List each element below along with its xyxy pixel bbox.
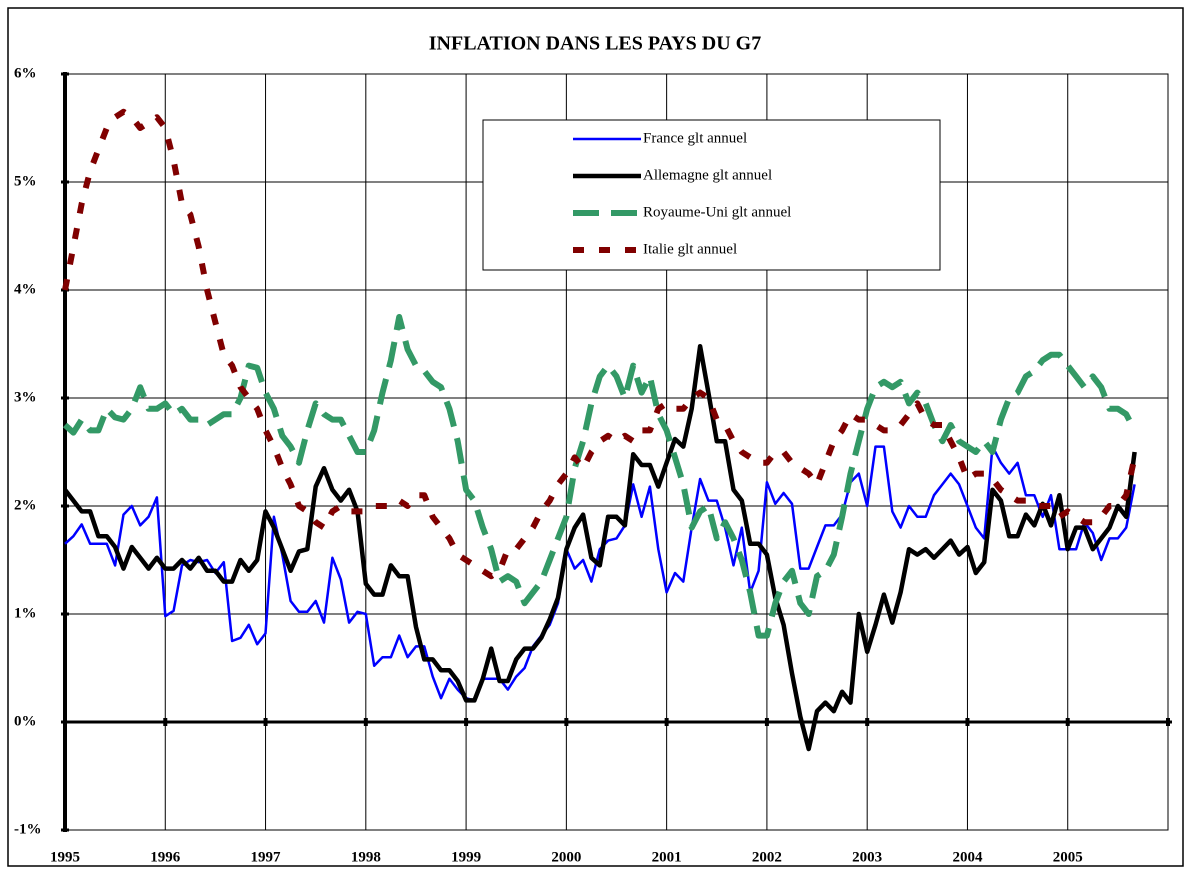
x-tick-label: 1998 bbox=[351, 849, 381, 865]
chart-title: INFLATION DANS LES PAYS DU G7 bbox=[429, 33, 761, 55]
y-tick-label: 6% bbox=[14, 65, 37, 81]
y-tick-label: 1% bbox=[14, 605, 37, 621]
y-tick-label: 2% bbox=[14, 497, 37, 513]
legend: France glt annuel Allemagne glt annuel Roy… bbox=[482, 119, 941, 271]
x-tick-label: 1996 bbox=[150, 849, 181, 865]
x-tick-label: 2003 bbox=[852, 849, 882, 865]
legend-label: France glt annuel bbox=[643, 130, 747, 146]
x-tick-label: 2001 bbox=[652, 849, 682, 865]
x-tick-label: 1997 bbox=[251, 849, 282, 865]
x-tick-label: 2002 bbox=[752, 849, 782, 865]
x-tick-label: 2000 bbox=[551, 849, 581, 865]
series-line bbox=[62, 108, 1138, 580]
y-tick-label: 5% bbox=[14, 173, 37, 189]
x-tick-label: 2004 bbox=[952, 849, 983, 865]
y-tick-label: -1% bbox=[14, 821, 42, 837]
x-tick-label: 1995 bbox=[50, 849, 80, 865]
y-tick-label: 0% bbox=[14, 713, 37, 729]
series-line bbox=[64, 445, 1136, 702]
x-tick-label: 2005 bbox=[1053, 849, 1083, 865]
legend-label: Allemagne glt annuel bbox=[643, 167, 772, 183]
y-tick-label: 4% bbox=[14, 281, 37, 297]
x-tick-label: 1999 bbox=[451, 849, 481, 865]
legend-box bbox=[482, 119, 941, 271]
legend-label: Italie glt annuel bbox=[643, 241, 737, 257]
y-tick-label: 3% bbox=[14, 389, 37, 405]
legend-label: Royaume-Uni glt annuel bbox=[643, 204, 791, 220]
series-line bbox=[63, 343, 1137, 752]
